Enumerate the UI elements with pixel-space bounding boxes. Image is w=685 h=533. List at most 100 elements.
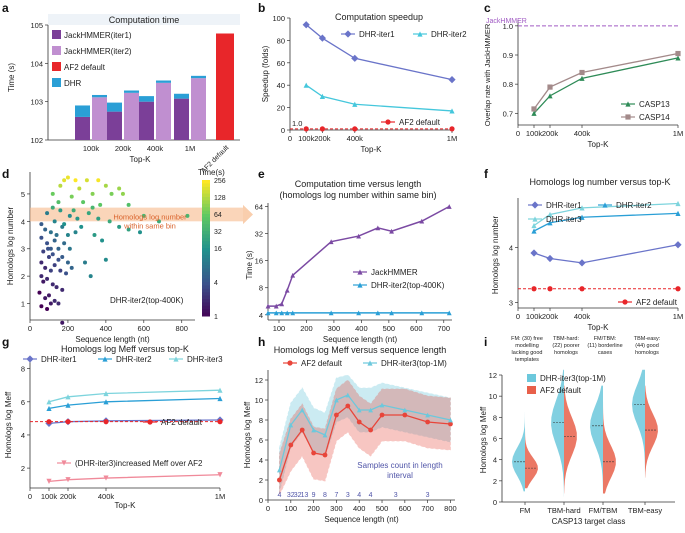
data-point: [299, 407, 305, 413]
data-point: [322, 452, 328, 458]
data-point: [675, 200, 681, 207]
y-tick-label: 1: [21, 300, 25, 309]
y-tick-label: 103: [30, 98, 43, 107]
scatter-point: [43, 296, 48, 301]
series-line: [533, 212, 679, 232]
data-point: [356, 233, 362, 239]
scatter-point: [60, 254, 65, 259]
data-point: [290, 310, 296, 316]
scatter-point: [48, 230, 53, 235]
colorbar-tick-label: 16: [214, 246, 222, 253]
data-point: [103, 419, 109, 425]
scatter-point: [60, 287, 65, 292]
colorbar-title: Time(s): [198, 168, 225, 177]
colorbar-segment: [202, 309, 210, 314]
data-point: [531, 286, 537, 292]
scatter-point: [41, 249, 46, 254]
colorbar-segment: [202, 254, 210, 259]
data-point: [530, 249, 538, 257]
legend-casp14-label: CASP14: [639, 113, 670, 122]
scatter-point: [41, 279, 46, 284]
error-band: [279, 374, 451, 493]
scatter-point: [185, 213, 190, 218]
scatter-point: [65, 260, 70, 265]
scatter-point: [156, 219, 161, 224]
x-tick-label: 700: [421, 504, 434, 513]
data-point: [103, 399, 109, 405]
sample-count: 9: [312, 492, 316, 499]
data-point: [46, 399, 52, 405]
data-point: [579, 214, 585, 220]
sample-count: 32: [294, 492, 302, 499]
bar-dhr-cap: [191, 75, 206, 79]
colorbar-segment: [202, 302, 210, 307]
violin-half: [551, 369, 564, 497]
series-line: [48, 389, 221, 403]
scatter-point: [77, 186, 82, 191]
legend-dhr-iter2-marker: [102, 356, 108, 362]
x-tick-label: 1M: [673, 129, 683, 138]
scatter-point: [52, 219, 57, 224]
legend-dhr-iter1-marker: [26, 355, 34, 363]
bar-jackhmmer-iter1: [107, 111, 122, 140]
colorbar-segment: [202, 180, 210, 184]
legend-af2-label: AF2 default: [301, 359, 343, 368]
scatter-point: [73, 178, 78, 183]
y-tick-label: 3: [21, 245, 25, 254]
legend-dhr-iter2-marker: [357, 282, 363, 288]
data-point: [103, 475, 109, 481]
data-point: [311, 450, 317, 456]
y-tick-label: 4: [21, 217, 25, 226]
data-point: [311, 427, 317, 433]
bar-jackhmmer-iter2: [191, 78, 206, 140]
data-point: [334, 397, 339, 403]
x-tick-label: 600: [410, 324, 423, 333]
bin-band: [30, 207, 243, 222]
colorbar-segment: [202, 278, 210, 283]
ref-label: JackHMMER: [486, 18, 527, 25]
x-tick-label: 400k: [98, 492, 115, 501]
legend-af2-label: AF2 default: [161, 418, 203, 427]
y-tick-label: 10: [489, 392, 497, 401]
colorbar-segment: [202, 288, 210, 293]
scatter-point: [79, 224, 84, 229]
sample-count: 32: [287, 492, 295, 499]
data-point: [419, 218, 425, 224]
series-line: [533, 57, 679, 114]
class-note: TBM-hard:: [553, 336, 579, 342]
data-point: [547, 286, 553, 292]
colorbar-segment: [202, 299, 210, 303]
scatter-point: [56, 246, 61, 251]
y-tick-label: 16: [255, 257, 263, 266]
sample-count: 7: [334, 492, 338, 499]
data-point: [356, 310, 362, 316]
scatter-point: [107, 219, 112, 224]
x-tick-label: 200k: [314, 134, 331, 143]
y-axis-title: Homologs log number: [491, 216, 500, 295]
scatter-point: [117, 224, 122, 229]
class-note: (11) borderline: [587, 343, 622, 349]
data-point: [547, 93, 553, 99]
data-point: [402, 407, 408, 413]
data-point: [303, 126, 309, 132]
bar-jackhmmer-iter2: [124, 92, 139, 140]
x-tick-label: 200k: [542, 129, 559, 138]
scatter-point: [45, 211, 50, 216]
x-axis-title: Sequence length (nt): [323, 335, 398, 344]
bar-dhr: [107, 102, 122, 112]
x-tick-label: 100k: [526, 312, 543, 321]
colorbar-segment: [202, 241, 210, 246]
scatter-point: [81, 200, 86, 205]
scatter-point: [45, 276, 50, 281]
data-point: [389, 310, 394, 316]
ref-label: 1.0: [292, 119, 302, 128]
class-note: homologs: [635, 350, 659, 356]
bar-dhr-cap: [156, 80, 171, 83]
data-point: [448, 417, 453, 423]
x-tick-label: 0: [266, 504, 270, 513]
scatter-point: [69, 194, 74, 199]
sample-count: 4: [357, 492, 361, 499]
scatter-point: [50, 282, 55, 287]
y-tick-label: 0: [493, 498, 497, 507]
